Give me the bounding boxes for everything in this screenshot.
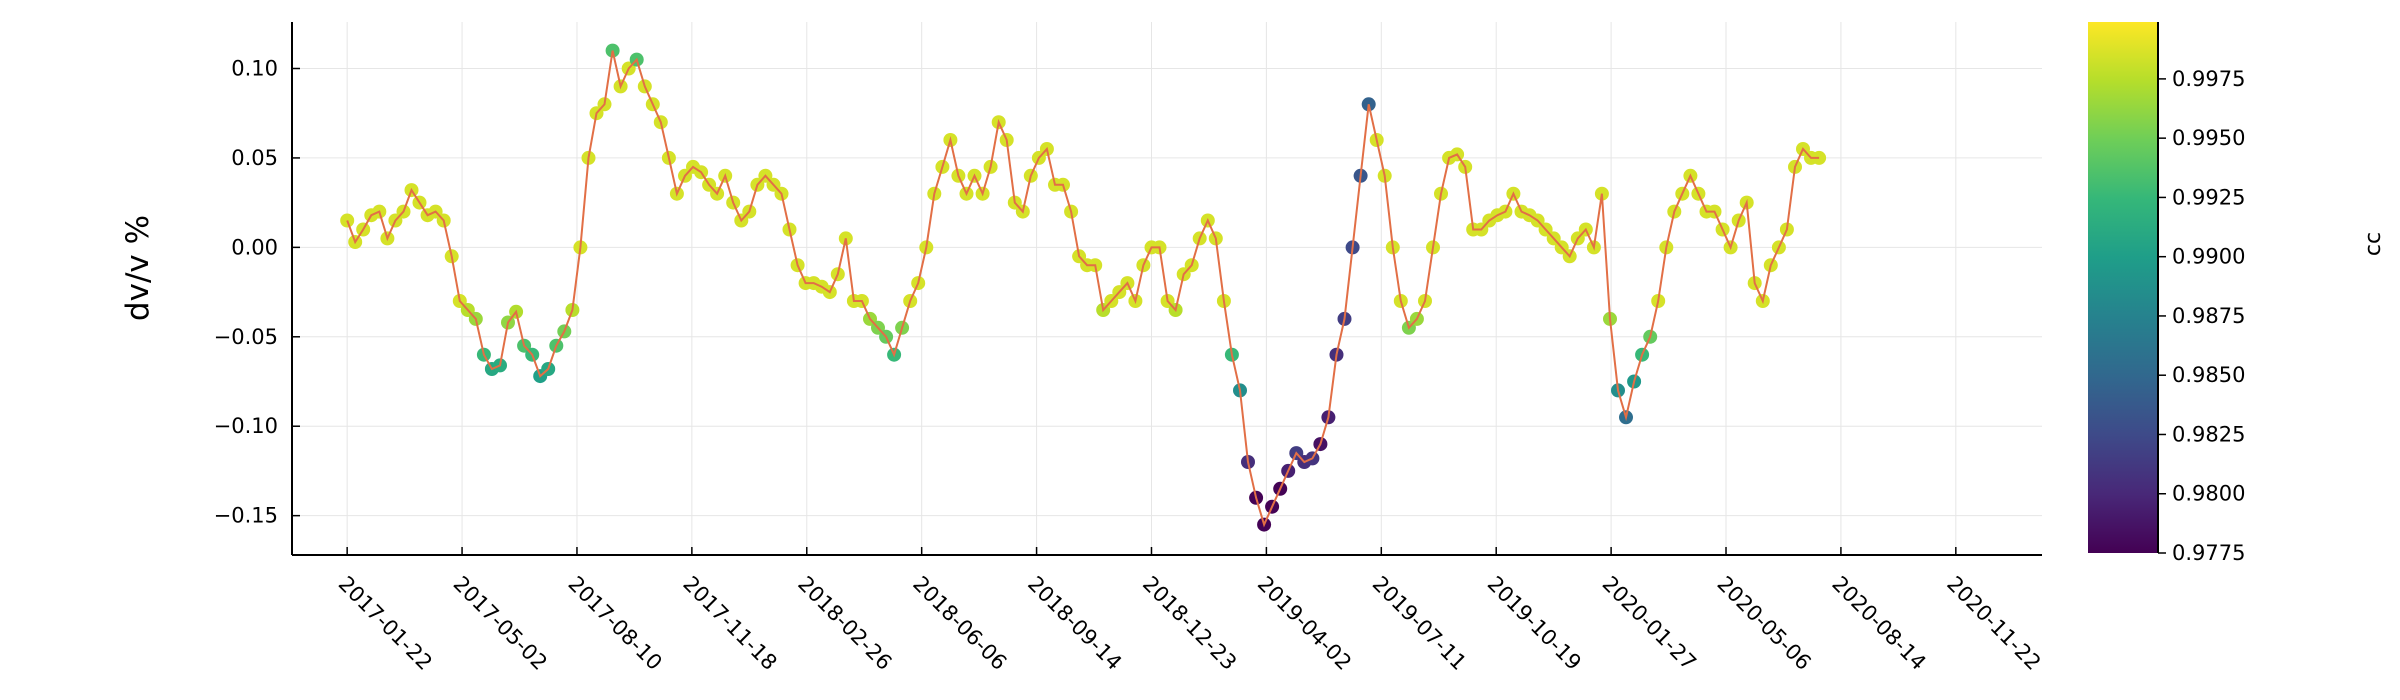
y-tick-label: −0.10: [214, 414, 278, 438]
colorbar-bar: [2088, 22, 2158, 553]
colorbar-tick-label: 0.9800: [2172, 482, 2245, 506]
x-tick-label: 2019-07-11: [1368, 572, 1471, 675]
colorbar-tick-label: 0.9900: [2172, 245, 2245, 269]
x-tick-label: 2018-06-06: [908, 572, 1011, 675]
colorbar-label: cc: [2361, 232, 2386, 256]
colorbar-tick-label: 0.9850: [2172, 363, 2245, 387]
x-tick-labels: 2017-01-22 2017-05-02 2017-08-10 2017-11-18…: [334, 572, 2046, 675]
axes: [291, 22, 2042, 556]
y-tick-labels: 0.10 0.05 0.00 −0.05 −0.10 −0.15: [214, 57, 278, 528]
x-tick-label: 2017-05-02: [449, 572, 552, 675]
grid: [292, 22, 2042, 555]
y-tick-label: 0.05: [231, 146, 278, 170]
y-tick-label: −0.05: [214, 325, 278, 349]
x-tick-label: 2018-02-26: [793, 572, 896, 675]
y-axis-label: dv/v %: [120, 215, 156, 321]
x-tick-label: 2017-11-18: [678, 572, 781, 675]
x-tick-label: 2020-01-27: [1598, 572, 1701, 675]
x-tick-label: 2018-09-14: [1023, 572, 1126, 675]
colorbar-tick-label: 0.9775: [2172, 541, 2245, 565]
y-tick-label: −0.15: [214, 504, 278, 528]
x-tick-label: 2020-08-14: [1827, 572, 1930, 675]
series-line: [346, 50, 1820, 528]
x-tick-label: 2020-11-22: [1942, 572, 2045, 675]
y-tick-label: 0.10: [231, 57, 278, 81]
colorbar-tick-label: 0.9975: [2172, 67, 2245, 91]
x-tick-label: 2019-04-02: [1253, 572, 1356, 675]
colorbar: 0.9775 0.9800 0.9825 0.9850 0.9875 0.9900 0.99…: [2088, 22, 2245, 565]
colorbar-tick-label: 0.9825: [2172, 422, 2245, 446]
x-tick-label: 2020-05-06: [1712, 572, 1815, 675]
data-points: [340, 43, 1827, 532]
colorbar-tick-label: 0.9925: [2172, 185, 2245, 209]
colorbar-tick-label: 0.9875: [2172, 304, 2245, 328]
x-tick-label: 2019-10-19: [1483, 572, 1586, 675]
x-tick-label: 2017-01-22: [334, 572, 437, 675]
colorbar-tick-label: 0.9950: [2172, 126, 2245, 150]
x-tick-label: 2018-12-23: [1138, 572, 1241, 675]
plot-line: [346, 50, 1820, 528]
x-tick-label: 2017-08-10: [563, 572, 666, 675]
y-tick-label: 0.00: [231, 235, 278, 259]
